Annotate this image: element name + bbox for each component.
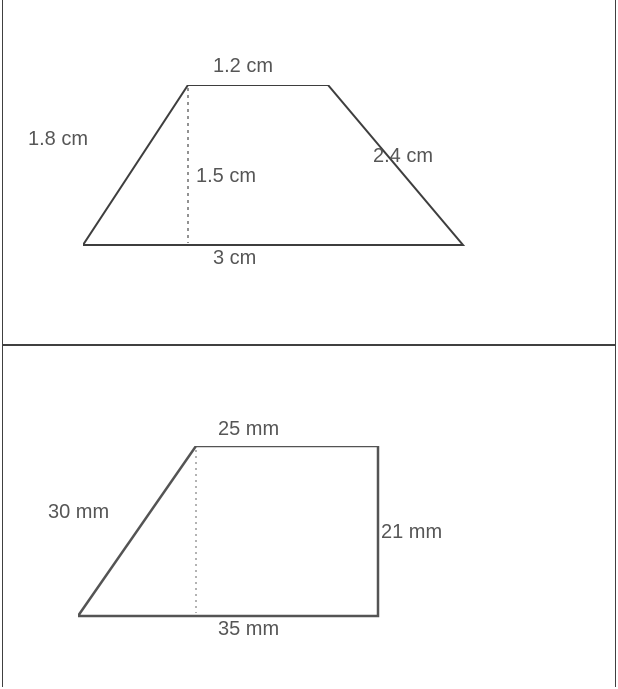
cell-figure-2: 25 mm 30 mm 21 mm 35 mm xyxy=(2,345,616,687)
fig2-right-label: 21 mm xyxy=(381,521,442,544)
trapezoid-1: 1.2 cm 1.8 cm 1.5 cm 2.4 cm 3 cm xyxy=(83,85,483,265)
diagram-page: 1.2 cm 1.8 cm 1.5 cm 2.4 cm 3 cm 25 mm 3… xyxy=(0,0,618,689)
trapezoid-2-outline xyxy=(78,446,378,616)
fig1-right-label: 2.4 cm xyxy=(373,145,433,168)
fig1-height-label: 1.5 cm xyxy=(196,165,256,188)
fig1-bottom-label: 3 cm xyxy=(213,247,256,270)
fig1-top-label: 1.2 cm xyxy=(213,55,273,78)
trapezoid-2-svg xyxy=(78,446,398,636)
trapezoid-2: 25 mm 30 mm 21 mm 35 mm xyxy=(78,446,398,636)
fig1-left-label: 1.8 cm xyxy=(28,128,88,151)
fig2-left-label: 30 mm xyxy=(48,501,109,524)
cell-figure-1: 1.2 cm 1.8 cm 1.5 cm 2.4 cm 3 cm xyxy=(2,0,616,345)
fig2-top-label: 25 mm xyxy=(218,418,279,441)
trapezoid-1-svg xyxy=(83,85,483,265)
fig2-bottom-label: 35 mm xyxy=(218,618,279,641)
